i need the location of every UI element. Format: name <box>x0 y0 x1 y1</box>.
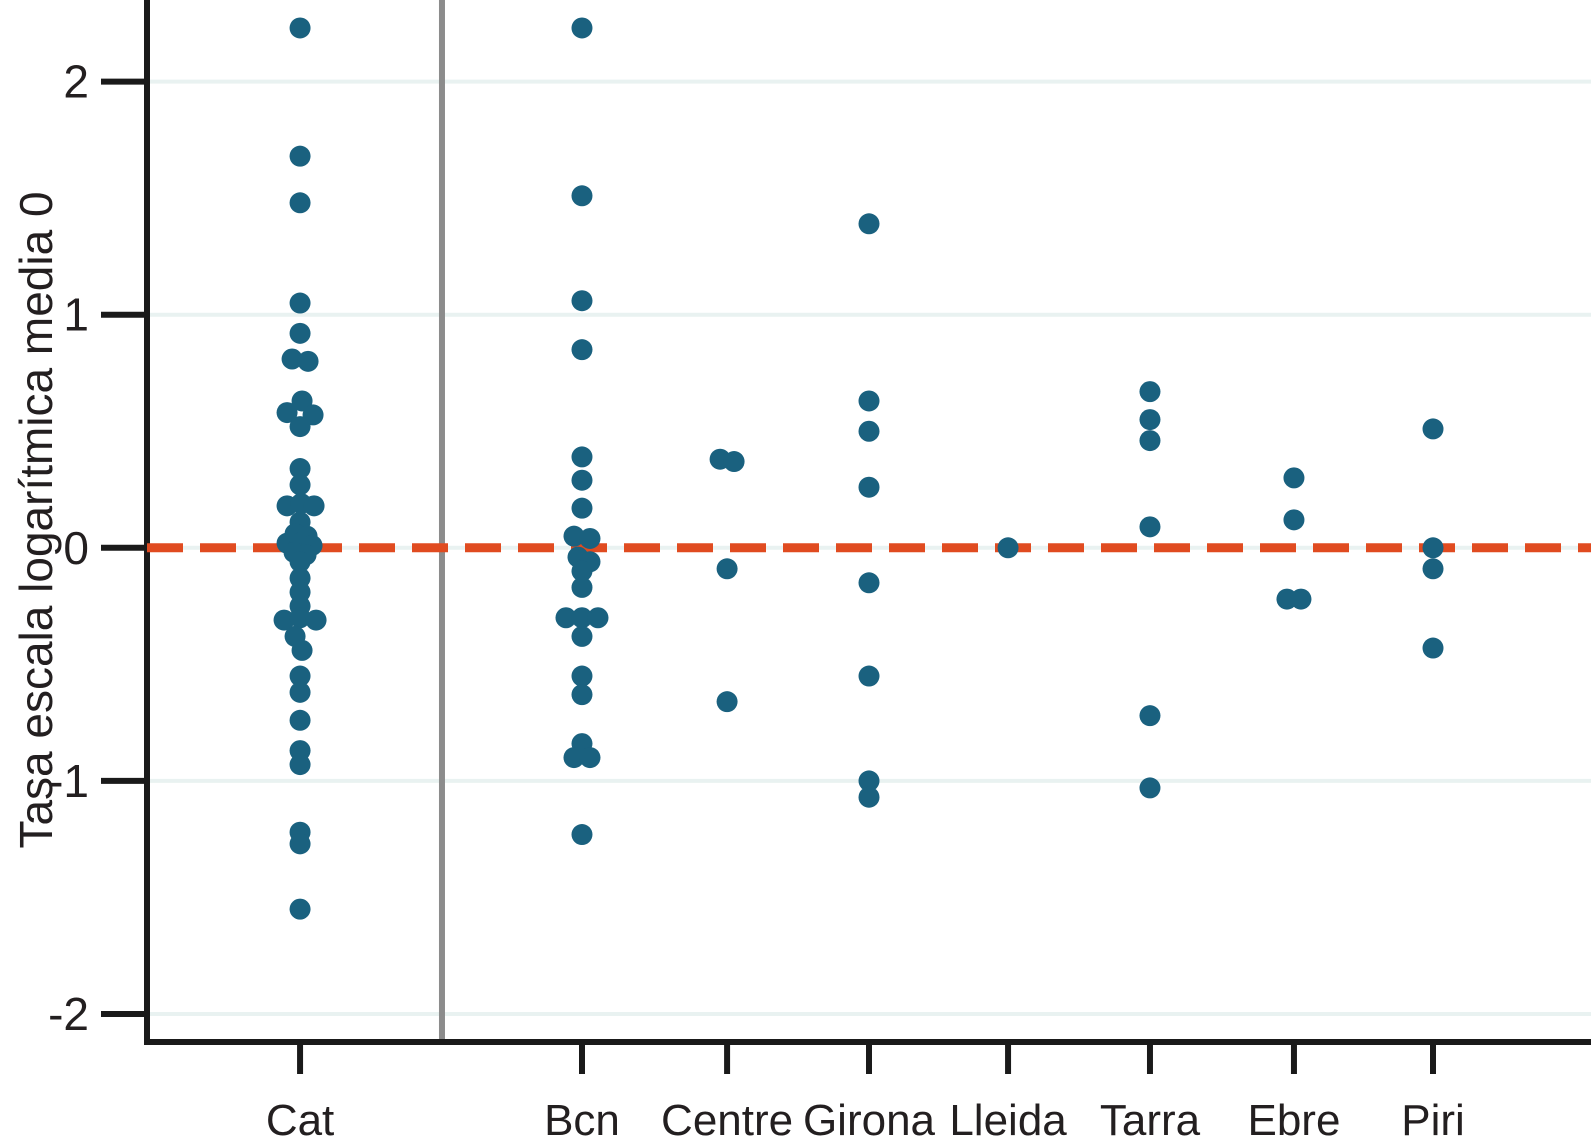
data-point-bcn <box>571 560 593 582</box>
data-point-tarra <box>1139 381 1161 403</box>
data-point-bcn <box>579 527 601 549</box>
x-category-label-tarra: Tarra <box>1100 1096 1201 1144</box>
data-point-cat <box>289 607 311 629</box>
data-point-cat <box>305 609 327 631</box>
data-point-girona <box>858 390 880 412</box>
data-point-cat <box>289 322 311 344</box>
data-point-piri <box>1422 537 1444 559</box>
data-point-piri <box>1422 558 1444 580</box>
data-point-cat <box>289 665 311 687</box>
data-point-girona <box>858 770 880 792</box>
data-point-cat <box>303 495 325 517</box>
data-point-bcn <box>587 607 609 629</box>
data-point-cat <box>289 17 311 39</box>
data-point-cat <box>289 754 311 776</box>
x-category-label-bcn: Bcn <box>544 1096 620 1144</box>
data-point-piri <box>1422 637 1444 659</box>
data-point-bcn <box>571 665 593 687</box>
data-point-bcn <box>571 290 593 312</box>
data-point-girona <box>858 476 880 498</box>
x-category-label-ebre: Ebre <box>1247 1096 1340 1144</box>
axes <box>144 0 1591 1045</box>
data-point-tarra <box>1139 777 1161 799</box>
data-point-bcn <box>579 747 601 769</box>
data-point-bcn <box>571 469 593 491</box>
data-point-bcn <box>563 525 585 547</box>
y-axis-title: Tasa escala logarítmica media 0 <box>10 191 62 849</box>
data-point-bcn <box>563 747 585 769</box>
x-category-label-centre: Centre <box>661 1096 793 1144</box>
data-point-girona <box>858 213 880 235</box>
data-point-bcn <box>571 185 593 207</box>
data-point-cat <box>289 833 311 855</box>
y-tick-label-0: 0 <box>63 522 89 574</box>
data-point-cat <box>281 348 303 370</box>
data-point-cat <box>291 639 313 661</box>
data-point-cat <box>289 416 311 438</box>
data-point-cat <box>276 402 298 424</box>
x-category-label-lleida: Lleida <box>949 1096 1067 1144</box>
data-point-ebre <box>1290 588 1312 610</box>
data-point-girona <box>858 786 880 808</box>
y-tick-label--2: -2 <box>48 988 89 1040</box>
y-tick-label-2: 2 <box>63 56 89 108</box>
data-point-bcn <box>571 497 593 519</box>
data-point-girona <box>858 572 880 594</box>
x-category-label-cat: Cat <box>266 1096 334 1144</box>
data-point-tarra <box>1139 409 1161 431</box>
y-tick-label--1: -1 <box>48 755 89 807</box>
data-point-bcn <box>571 607 593 629</box>
data-point-bcn <box>571 339 593 361</box>
data-point-bcn <box>571 17 593 39</box>
data-point-cat <box>297 350 319 372</box>
data-point-cat <box>289 681 311 703</box>
data-point-cat <box>289 898 311 920</box>
data-point-tarra <box>1139 705 1161 727</box>
data-point-bcn <box>571 684 593 706</box>
x-category-label-girona: Girona <box>803 1096 936 1144</box>
data-point-cat <box>289 458 311 480</box>
data-point-piri <box>1422 418 1444 440</box>
data-point-girona <box>858 420 880 442</box>
data-point-ebre <box>1283 509 1305 531</box>
data-point-ebre <box>1283 467 1305 489</box>
data-point-tarra <box>1139 516 1161 538</box>
data-point-centre <box>716 691 738 713</box>
data-point-cat <box>289 292 311 314</box>
data-point-girona <box>858 665 880 687</box>
axis-ticks <box>101 78 1437 1074</box>
data-point-cat <box>289 474 311 496</box>
data-point-bcn <box>571 576 593 598</box>
x-category-label-piri: Piri <box>1401 1096 1465 1144</box>
axis-labels: 2 1 0 -1 -2 Cat Bcn Centre Girona Lleida Tarra Ebre… <box>48 56 1465 1144</box>
data-point-cat <box>273 609 295 631</box>
data-point-bcn <box>571 446 593 468</box>
data-point-cat <box>289 145 311 167</box>
data-points <box>273 17 1444 920</box>
data-point-lleida <box>997 537 1019 559</box>
data-point-bcn <box>571 824 593 846</box>
data-point-centre <box>723 451 745 473</box>
data-point-centre <box>716 558 738 580</box>
data-point-cat <box>289 551 311 573</box>
data-point-cat <box>289 192 311 214</box>
data-point-bcn <box>555 607 577 629</box>
data-point-cat <box>289 709 311 731</box>
y-tick-label-1: 1 <box>63 289 89 341</box>
data-point-bcn <box>571 625 593 647</box>
data-point-tarra <box>1139 430 1161 452</box>
